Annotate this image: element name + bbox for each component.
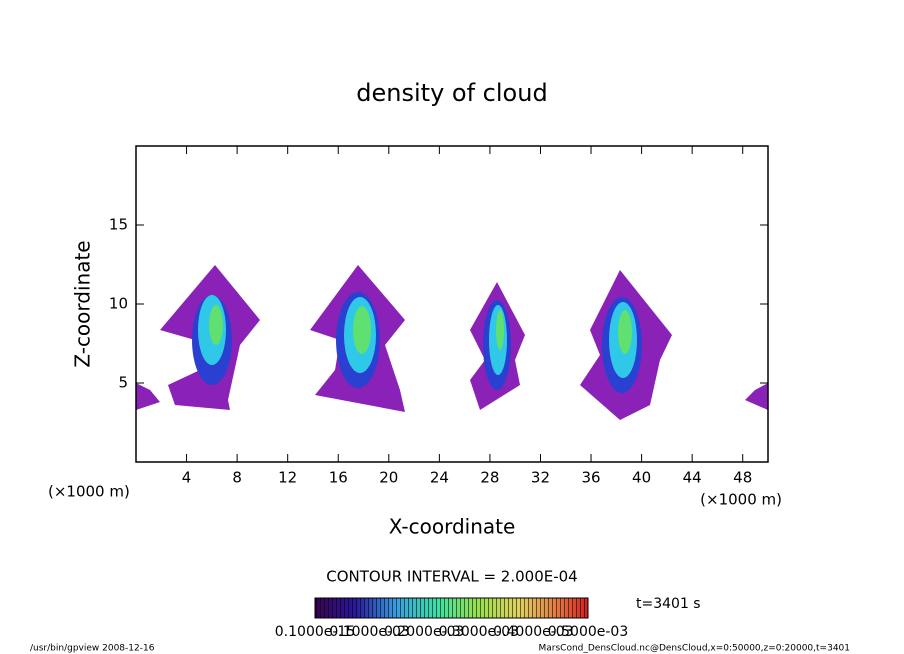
colorbar-label: 0.1000e-15 [275,624,355,640]
x-unit: (×1000 m) [700,491,782,509]
x-tick-label: 32 [531,469,550,487]
x-tick-label: 20 [379,469,398,487]
y-tick-label: 10 [109,295,128,313]
colorbar-label: 0.2000e-03 [384,624,464,640]
x-tick-label: 8 [232,469,242,487]
colorbar-label: 0.4000e-03 [493,624,573,640]
colorbar-label: 0.1000e-03 [329,624,409,640]
x-tick-label: 16 [329,469,348,487]
y-tick-label: 5 [118,374,128,392]
x-tick-label: 28 [480,469,499,487]
x-tick-label: 12 [278,469,297,487]
cloud-field [136,265,768,420]
contour-interval: CONTOUR INTERVAL = 2.000E-04 [326,568,577,586]
cloud [580,270,672,420]
y-tick-label: 15 [109,216,128,234]
colorbar-label: 0.3000e-03 [439,624,519,640]
x-tick-label: 40 [632,469,651,487]
cloud [136,383,160,410]
x-tick-label: 4 [182,469,192,487]
x-tick-label: 36 [581,469,600,487]
x-axis-label: X-coordinate [389,515,516,539]
x-tick-label: 48 [733,469,752,487]
chart-title: density of cloud [356,79,547,107]
cloud [160,265,260,410]
footer-right: MarsCond_DensCloud.nc@DensCloud,x=0:5000… [539,644,851,654]
colorbar-label: 0.5000e-03 [548,624,628,640]
cloud [745,383,768,410]
y-unit: (×1000 m) [48,483,130,501]
x-tick-label: 44 [683,469,702,487]
time-label: t=3401 s [636,596,701,612]
y-axis-label: Z-coordinate [71,240,95,367]
cloud [310,265,405,412]
cloud [470,282,525,410]
x-tick-label: 24 [430,469,449,487]
colorbar-frame [314,597,589,619]
footer-left: /usr/bin/gpview 2008-12-16 [30,644,155,654]
